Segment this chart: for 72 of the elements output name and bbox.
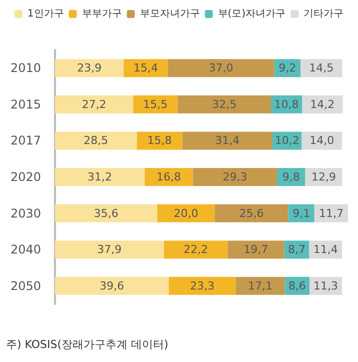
data-label: 8,6	[288, 279, 306, 292]
legend-label: 기타가구	[304, 8, 344, 20]
legend-label: 부(모)자녀가구	[218, 8, 286, 20]
y-tick-label: 2017	[10, 134, 41, 148]
data-label: 8,7	[288, 243, 306, 256]
data-label: 11,4	[313, 243, 338, 256]
data-label: 31,4	[215, 134, 240, 148]
y-tick-label: 2030	[10, 206, 41, 220]
bar	[55, 132, 137, 150]
bar	[164, 240, 228, 259]
text: 주) KOSIS(장래가구추계 데이터)	[6, 338, 168, 351]
bar	[192, 168, 278, 186]
bar	[314, 204, 348, 222]
y-tick-label: 2040	[10, 242, 41, 257]
bar	[236, 276, 285, 295]
data-label: 16,8	[156, 170, 182, 184]
y-tick-label: 2010	[10, 61, 41, 76]
data-label: 15,4	[134, 62, 158, 75]
data-label: 23,3	[190, 279, 214, 292]
bar	[178, 95, 272, 114]
bar	[55, 204, 158, 222]
data-label: 19,7	[244, 243, 268, 256]
data-label: 22,2	[184, 243, 208, 256]
y-tick-label: 2015	[10, 97, 41, 112]
data-label: 27,2	[82, 98, 106, 111]
data-label: 23,9	[77, 62, 102, 75]
data-label: 14,2	[310, 98, 335, 111]
bar	[214, 204, 288, 222]
data-label: 39,6	[100, 279, 124, 292]
bar	[168, 59, 274, 78]
bar	[55, 95, 134, 114]
data-label: 11,7	[318, 206, 344, 220]
data-label: 28,5	[84, 134, 108, 148]
bar	[182, 132, 272, 150]
bar	[55, 240, 164, 259]
data-label: 12,9	[311, 170, 336, 184]
data-label: 37,0	[208, 62, 234, 75]
y-tick-label: 2050	[10, 278, 41, 293]
data-label: 25,6	[239, 206, 264, 220]
data-label: 9,2	[278, 62, 296, 75]
data-label: 15,8	[147, 134, 172, 148]
bar	[133, 95, 178, 114]
bar	[124, 59, 168, 78]
data-label: 10,2	[274, 134, 300, 148]
data-label: 37,9	[97, 243, 122, 256]
bar	[144, 168, 193, 186]
data-label: 31,2	[88, 170, 112, 184]
data-label: 11,3	[313, 279, 338, 292]
legend-label: 부모자녀가구	[140, 8, 200, 20]
data-label: 14,5	[309, 62, 334, 75]
data-label: 10,8	[274, 98, 299, 111]
bar	[168, 276, 236, 295]
data-label: 9,1	[292, 206, 310, 220]
data-label: 15,5	[143, 98, 168, 111]
bar	[55, 168, 145, 186]
data-label: 29,3	[222, 170, 248, 184]
data-label: 32,5	[212, 98, 237, 111]
bar	[55, 276, 169, 295]
bar	[157, 204, 215, 222]
data-label: 20,0	[174, 206, 198, 220]
bar	[300, 59, 342, 78]
legend-label: 1인가구	[27, 8, 64, 20]
bar	[228, 240, 284, 259]
y-tick-label: 2020	[10, 170, 41, 184]
bar	[302, 95, 343, 114]
data-label: 14,0	[310, 134, 334, 148]
bar	[55, 59, 124, 78]
bar	[136, 132, 182, 150]
legend-label: 부부가구	[82, 8, 122, 20]
data-label: 35,6	[94, 206, 118, 220]
data-label: 17,1	[248, 279, 272, 292]
data-label: 9,8	[282, 170, 300, 184]
